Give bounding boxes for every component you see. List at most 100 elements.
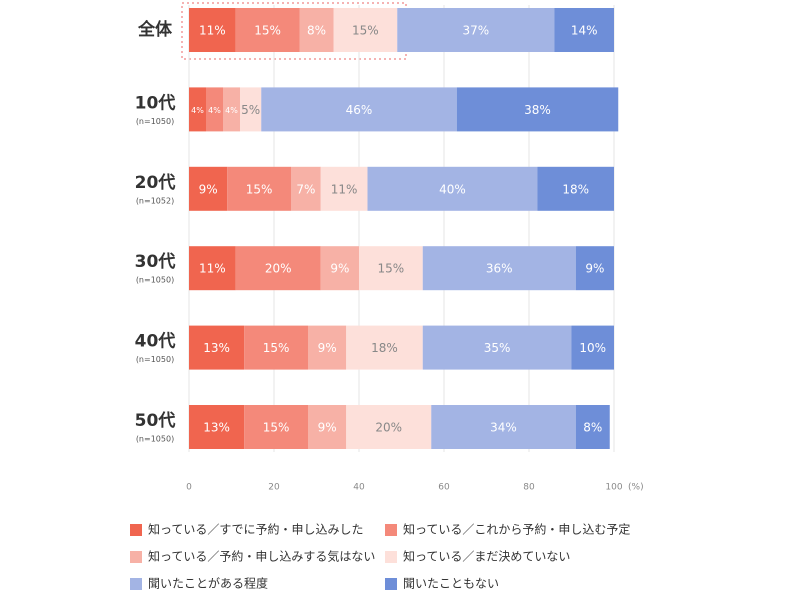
data-label: 20% bbox=[375, 421, 402, 435]
bar-segment bbox=[240, 87, 262, 132]
legend-label: 知っている／まだ決めていない bbox=[403, 550, 570, 564]
data-label: 8% bbox=[307, 24, 326, 38]
bar-segment bbox=[235, 8, 300, 52]
bar-segment bbox=[189, 8, 236, 52]
data-label: 11% bbox=[331, 182, 358, 196]
category-note: (n=1050) bbox=[136, 276, 174, 285]
bar-segment bbox=[320, 246, 359, 291]
category-note: (n=1050) bbox=[136, 355, 174, 364]
bar-segment bbox=[235, 246, 321, 291]
data-label: 15% bbox=[352, 24, 379, 38]
data-label: 4% bbox=[208, 106, 221, 115]
data-label: 13% bbox=[203, 421, 230, 435]
category-label: 50代 bbox=[135, 410, 176, 431]
data-label: 36% bbox=[486, 262, 513, 276]
x-tick-label: 100 bbox=[605, 483, 622, 493]
bar-segment bbox=[320, 166, 368, 211]
bar-segment bbox=[554, 8, 614, 52]
bar-segment bbox=[346, 325, 423, 370]
bar-segment bbox=[244, 325, 308, 370]
data-label: 46% bbox=[346, 103, 373, 117]
bar-segment bbox=[308, 405, 347, 449]
data-label: 14% bbox=[571, 24, 598, 38]
data-label: 35% bbox=[484, 341, 511, 355]
bar-segment bbox=[359, 246, 423, 291]
bar-segment bbox=[189, 246, 236, 291]
bar-segment bbox=[189, 87, 206, 132]
bar-segment bbox=[422, 246, 576, 291]
data-label: 15% bbox=[378, 262, 405, 276]
legend-swatch bbox=[385, 551, 397, 563]
bar-segment bbox=[206, 87, 223, 132]
legend-swatch bbox=[130, 578, 142, 590]
data-label: 9% bbox=[318, 341, 337, 355]
category-label: 10代 bbox=[135, 92, 176, 113]
category-label: 全体 bbox=[137, 19, 173, 40]
bar-segment bbox=[308, 325, 347, 370]
data-label: 9% bbox=[330, 262, 349, 276]
data-label: 37% bbox=[463, 24, 490, 38]
bar-segment bbox=[227, 166, 291, 211]
x-tick-label: 40 bbox=[353, 483, 365, 493]
legend-label: 聞いたこともない bbox=[403, 577, 499, 591]
category-note: (n=1052) bbox=[136, 196, 174, 205]
legend-label: 知っている／すでに予約・申し込みした bbox=[148, 522, 364, 537]
legend-label: 聞いたことがある程度 bbox=[148, 576, 268, 591]
data-label: 18% bbox=[371, 341, 398, 355]
x-axis-label: (%) bbox=[628, 483, 644, 493]
data-label: 11% bbox=[199, 24, 226, 38]
data-label: 18% bbox=[562, 182, 589, 196]
bar-segment bbox=[223, 87, 240, 132]
data-label: 7% bbox=[296, 182, 315, 196]
legend-swatch bbox=[130, 524, 142, 536]
data-label: 15% bbox=[263, 341, 290, 355]
legend-swatch bbox=[130, 551, 142, 563]
x-tick-label: 80 bbox=[523, 483, 535, 493]
bar-segment bbox=[456, 87, 619, 132]
bar-segment bbox=[575, 405, 610, 449]
bar-segment bbox=[431, 405, 576, 449]
data-label: 5% bbox=[241, 103, 260, 117]
data-label: 9% bbox=[318, 421, 337, 435]
bar-segment bbox=[571, 325, 614, 370]
data-label: 4% bbox=[191, 106, 204, 115]
data-label: 10% bbox=[579, 341, 606, 355]
bar-segment bbox=[189, 166, 228, 211]
category-label: 40代 bbox=[135, 331, 176, 352]
category-note: (n=1050) bbox=[136, 435, 174, 444]
bar-segment bbox=[422, 325, 572, 370]
data-label: 20% bbox=[265, 262, 292, 276]
bar-segment bbox=[291, 166, 321, 211]
category-label: 20代 bbox=[135, 172, 176, 193]
data-label: 15% bbox=[254, 24, 281, 38]
data-label: 38% bbox=[524, 103, 551, 117]
data-label: 15% bbox=[246, 182, 273, 196]
data-label: 40% bbox=[439, 182, 466, 196]
x-tick-label: 60 bbox=[438, 483, 450, 493]
legend-label: 知っている／予約・申し込みする気はない bbox=[148, 549, 375, 564]
data-label: 8% bbox=[583, 421, 602, 435]
x-tick-label: 0 bbox=[186, 483, 192, 493]
bar-segment bbox=[367, 166, 538, 211]
legend-swatch bbox=[385, 578, 397, 590]
data-label: 11% bbox=[199, 262, 226, 276]
category-label: 30代 bbox=[135, 251, 176, 272]
data-label: 34% bbox=[490, 421, 517, 435]
data-label: 9% bbox=[199, 182, 218, 196]
bar-segment bbox=[346, 405, 432, 449]
bar-segment bbox=[261, 87, 457, 132]
x-tick-label: 20 bbox=[268, 483, 280, 493]
bar-segment bbox=[575, 246, 614, 291]
bar-segment bbox=[537, 166, 614, 211]
bar-segment bbox=[244, 405, 308, 449]
legend-label: 知っている／これから予約・申し込む予定 bbox=[403, 522, 630, 537]
legend-swatch bbox=[385, 524, 397, 536]
bar-segment bbox=[189, 405, 245, 449]
bar-segment bbox=[333, 8, 398, 52]
data-label: 13% bbox=[203, 341, 230, 355]
bar-segment bbox=[299, 8, 334, 52]
data-label: 15% bbox=[263, 421, 290, 435]
data-label: 9% bbox=[585, 262, 604, 276]
category-note: (n=1050) bbox=[136, 117, 174, 126]
